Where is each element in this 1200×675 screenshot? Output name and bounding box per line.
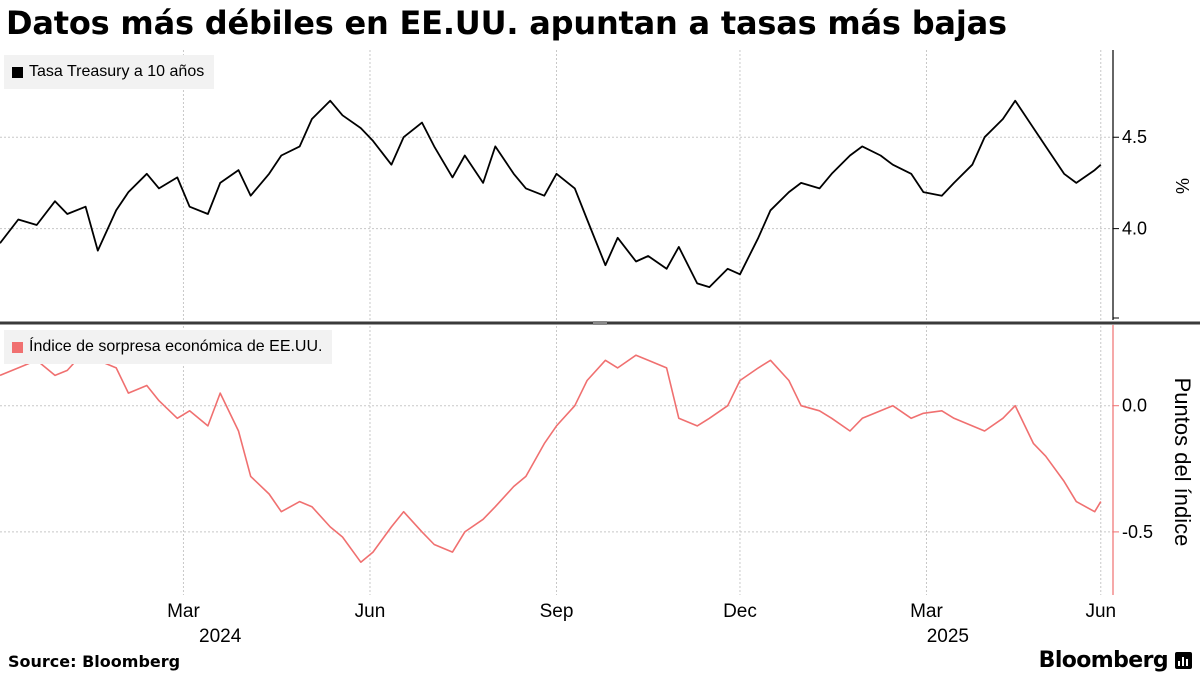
chart-title: Datos más débiles en EE.UU. apuntan a ta… [6,4,1007,42]
treasury-tick-label-1: 4.5 [1122,127,1147,147]
x-year-label-0: 2024 [199,626,242,647]
legend-swatch-red [12,341,23,353]
x-tick-label-4: Mar [910,601,943,622]
bloomberg-terminal-icon [1175,652,1192,669]
x-year-label-1: 2025 [927,626,969,647]
x-tick-label-3: Dec [723,601,757,622]
legend-swatch-black [12,66,23,78]
surprise-series-line [0,349,1102,564]
treasury-tick-label-0: 4.0 [1122,219,1147,239]
x-tick-label-1: Jun [355,601,386,622]
surprise-tick-label-1: -0.5 [1122,522,1153,542]
treasury-series-line [0,99,1102,289]
legend-surprise-label: Índice de sorpresa económica de EE.UU. [29,338,323,355]
panel-divider-handle [593,321,607,325]
legend-surprise: Índice de sorpresa económica de EE.UU. [4,330,333,364]
treasury-y-axis-title: % [1172,178,1192,194]
legend-treasury: Tasa Treasury a 10 años [4,55,215,89]
bloomberg-logo: Bloomberg [1038,648,1169,673]
surprise-y-axis-title: Puntos del índice [1170,378,1195,547]
surprise-tick-label-0: 0.0 [1122,396,1147,416]
x-tick-label-5: Jun [1085,601,1116,622]
x-tick-label-0: Mar [167,601,200,622]
legend-treasury-label: Tasa Treasury a 10 años [29,63,205,80]
source-note: Source: Bloomberg [8,652,181,671]
x-tick-label-2: Sep [540,601,574,622]
